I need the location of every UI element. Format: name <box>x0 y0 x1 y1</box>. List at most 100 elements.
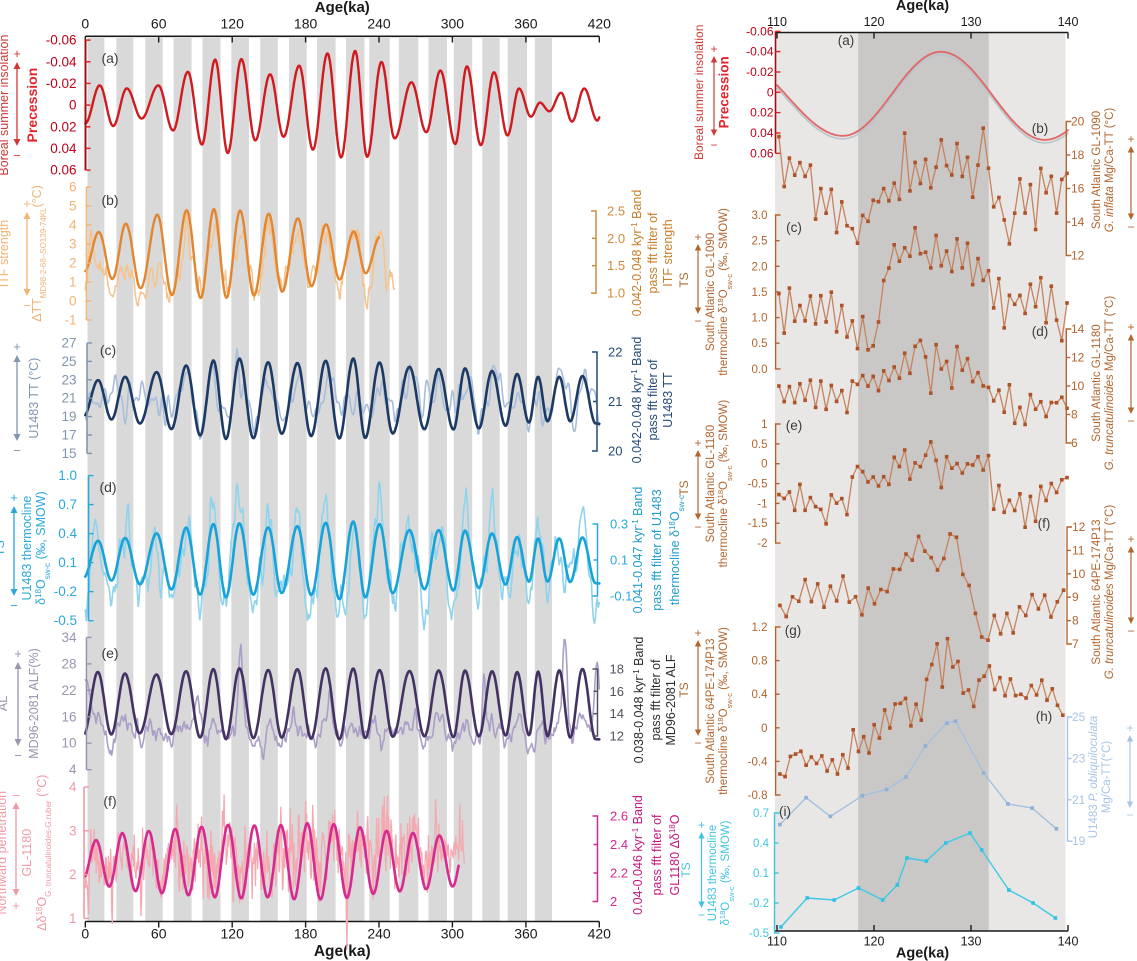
svg-text:360: 360 <box>514 16 538 32</box>
svg-text:5: 5 <box>69 199 77 214</box>
svg-text:-0.5: -0.5 <box>749 928 769 940</box>
svg-text:-0.2: -0.2 <box>749 898 769 910</box>
svg-text:(f): (f) <box>103 793 116 809</box>
svg-text:110: 110 <box>767 15 787 29</box>
svg-text:−: − <box>710 138 717 152</box>
svg-text:South Atlantic GL-1180: South Atlantic GL-1180 <box>705 425 717 542</box>
svg-text:0.0: 0.0 <box>752 364 768 376</box>
svg-text:0.042-0.048 kyr-1 Band: 0.042-0.048 kyr-1 Band <box>630 190 645 317</box>
svg-text:1.0: 1.0 <box>752 313 768 325</box>
svg-text:+: + <box>13 339 21 354</box>
svg-text:0.4: 0.4 <box>752 689 769 701</box>
svg-text:240: 240 <box>367 16 391 32</box>
svg-text:GL1180 Δδ18O: GL1180 Δδ18O <box>668 814 683 895</box>
svg-text:3.0: 3.0 <box>752 210 768 222</box>
svg-text:2.2: 2.2 <box>610 866 628 881</box>
svg-text:ITF strength: ITF strength <box>661 219 675 286</box>
svg-text:+: + <box>1127 132 1134 146</box>
svg-text:10: 10 <box>1071 379 1085 393</box>
svg-text:3: 3 <box>69 237 77 252</box>
svg-text:2.6: 2.6 <box>610 809 628 824</box>
svg-text:0.1: 0.1 <box>610 553 628 568</box>
svg-text:−: − <box>12 788 20 803</box>
svg-text:1.5: 1.5 <box>607 258 625 273</box>
svg-text:0: 0 <box>81 16 89 32</box>
svg-text:South Atlantic 64PE-174P13: South Atlantic 64PE-174P13 <box>705 638 717 783</box>
svg-text:10: 10 <box>61 736 76 751</box>
svg-text:0.3: 0.3 <box>610 517 628 532</box>
svg-text:3: 3 <box>69 823 77 838</box>
svg-text:-0.04: -0.04 <box>46 54 77 69</box>
svg-text:360: 360 <box>514 926 538 942</box>
svg-text:thermocline δ18Osw-c (‰, SMOW): thermocline δ18Osw-c (‰, SMOW) <box>716 208 734 376</box>
svg-text:23: 23 <box>61 372 76 387</box>
svg-text:-0.8: -0.8 <box>748 790 768 802</box>
svg-text:+: + <box>1127 532 1134 546</box>
svg-text:130: 130 <box>961 15 982 29</box>
svg-text:AL: AL <box>0 696 10 711</box>
svg-text:28: 28 <box>61 656 76 671</box>
svg-text:120: 120 <box>221 926 245 942</box>
svg-text:2: 2 <box>69 256 77 271</box>
svg-text:16: 16 <box>610 684 624 699</box>
svg-text:G. truncatulinoides Mg/Ca-TT (: G. truncatulinoides Mg/Ca-TT (°C) <box>1104 296 1116 471</box>
svg-text:0.042-0.048 kyr-1 Band: 0.042-0.048 kyr-1 Band <box>630 337 645 464</box>
svg-text:16: 16 <box>1071 182 1085 196</box>
svg-text:+: + <box>23 196 31 211</box>
svg-text:-0.5: -0.5 <box>54 613 77 628</box>
svg-text:27: 27 <box>61 336 76 351</box>
svg-text:(b): (b) <box>1032 121 1049 136</box>
svg-text:−: − <box>698 908 705 922</box>
svg-text:7: 7 <box>1072 637 1079 651</box>
svg-text:420: 420 <box>588 16 612 32</box>
svg-text:Precession: Precession <box>717 56 732 128</box>
svg-text:(i): (i) <box>779 804 791 819</box>
svg-text:+: + <box>710 42 717 56</box>
svg-text:TS: TS <box>677 480 691 495</box>
svg-text:pass fft filter of U1483: pass fft filter of U1483 <box>650 489 664 610</box>
svg-text:Age(ka): Age(ka) <box>896 946 949 961</box>
svg-text:0.4: 0.4 <box>753 838 770 850</box>
svg-text:1.2: 1.2 <box>752 622 768 634</box>
svg-text:1.5: 1.5 <box>752 287 768 299</box>
svg-text:(d): (d) <box>1032 324 1049 339</box>
svg-text:pass fft filter of: pass fft filter of <box>649 659 663 741</box>
svg-text:20: 20 <box>608 444 622 459</box>
svg-text:−: − <box>1127 414 1134 428</box>
svg-text:+: + <box>694 230 701 244</box>
svg-text:60: 60 <box>151 926 167 942</box>
svg-text:20: 20 <box>1071 115 1085 129</box>
svg-text:0: 0 <box>81 926 89 942</box>
svg-text:6: 6 <box>1071 436 1078 450</box>
svg-text:0: 0 <box>761 723 767 735</box>
svg-text:South Atlantic GL-1090: South Atlantic GL-1090 <box>705 233 717 351</box>
svg-text:0.06: 0.06 <box>50 163 76 178</box>
svg-text:-1.5: -1.5 <box>748 518 768 530</box>
svg-text:2.0: 2.0 <box>752 261 768 273</box>
svg-text:pass fft filter of: pass fft filter of <box>650 814 664 896</box>
svg-text:South Atlantic GL-1180: South Atlantic GL-1180 <box>1091 324 1103 441</box>
svg-text:U1483 thermocline: U1483 thermocline <box>20 496 34 601</box>
svg-text:(h): (h) <box>1036 709 1053 724</box>
svg-text:60: 60 <box>151 16 167 32</box>
svg-text:2.5: 2.5 <box>607 204 625 219</box>
svg-text:1: 1 <box>761 419 767 431</box>
svg-text:4: 4 <box>69 762 77 777</box>
svg-text:(c): (c) <box>100 342 116 358</box>
svg-text:(e): (e) <box>101 645 118 661</box>
svg-text:19: 19 <box>1072 834 1086 848</box>
svg-text:140: 140 <box>1058 15 1079 29</box>
svg-text:G. inflata Mg/Ca-TT (°C): G. inflata Mg/Ca-TT (°C) <box>1104 108 1116 233</box>
svg-text:8: 8 <box>1071 408 1078 422</box>
svg-text:-2: -2 <box>757 538 767 550</box>
svg-text:0.038-0.048 kyr-1 Band: 0.038-0.048 kyr-1 Band <box>632 637 647 764</box>
svg-text:120: 120 <box>864 935 885 949</box>
svg-text:120: 120 <box>221 16 245 32</box>
svg-text:(b): (b) <box>101 192 118 208</box>
svg-text:−: − <box>1127 624 1134 638</box>
svg-text:−: − <box>1126 808 1133 822</box>
svg-text:17: 17 <box>61 428 76 443</box>
svg-text:U1483 TT (°C): U1483 TT (°C) <box>27 358 41 439</box>
svg-text:0.1: 0.1 <box>753 868 769 880</box>
svg-text:Northward penetration: Northward penetration <box>0 791 9 915</box>
